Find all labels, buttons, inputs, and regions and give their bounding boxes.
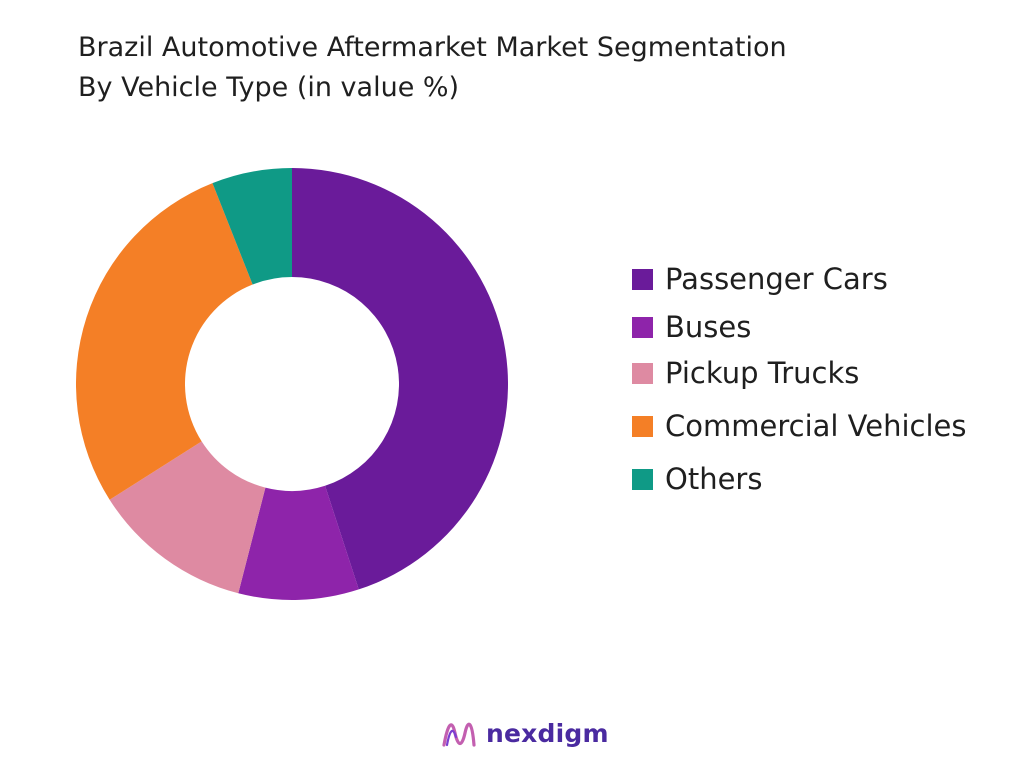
legend-label: Pickup Trucks	[665, 356, 860, 390]
legend-label: Buses	[665, 310, 752, 344]
legend-item-buses: Buses	[632, 310, 751, 344]
legend-item-others: Others	[632, 462, 762, 496]
slice-commercial-vehicles	[75, 183, 253, 500]
chart-title: Brazil Automotive Aftermarket Market Seg…	[78, 28, 787, 108]
chart-title-line2: By Vehicle Type (in value %)	[78, 72, 460, 103]
brand-name: nexdigm	[486, 718, 609, 748]
slice-passenger-cars	[292, 168, 509, 590]
legend-label: Passenger Cars	[665, 262, 888, 296]
legend-swatch	[632, 468, 653, 490]
donut-slices	[75, 168, 509, 600]
brand-footer: nexdigm	[440, 715, 609, 751]
legend-item-passenger-cars: Passenger Cars	[632, 262, 888, 296]
chart-title-line1: Brazil Automotive Aftermarket Market Seg…	[78, 32, 787, 63]
legend-item-commercial-vehicles: Commercial Vehicles	[632, 409, 966, 443]
legend-label: Commercial Vehicles	[665, 409, 967, 443]
legend-swatch	[632, 316, 653, 338]
slice-buses	[238, 485, 359, 600]
legend-swatch	[632, 415, 653, 437]
legend-swatch	[632, 362, 653, 384]
slice-others	[212, 168, 292, 285]
legend-item-pickup-trucks: Pickup Trucks	[632, 356, 859, 390]
legend-label: Others	[665, 462, 763, 496]
slice-pickup-trucks	[109, 441, 266, 594]
legend-swatch	[632, 268, 653, 290]
nexdigm-logo-icon	[442, 722, 476, 747]
